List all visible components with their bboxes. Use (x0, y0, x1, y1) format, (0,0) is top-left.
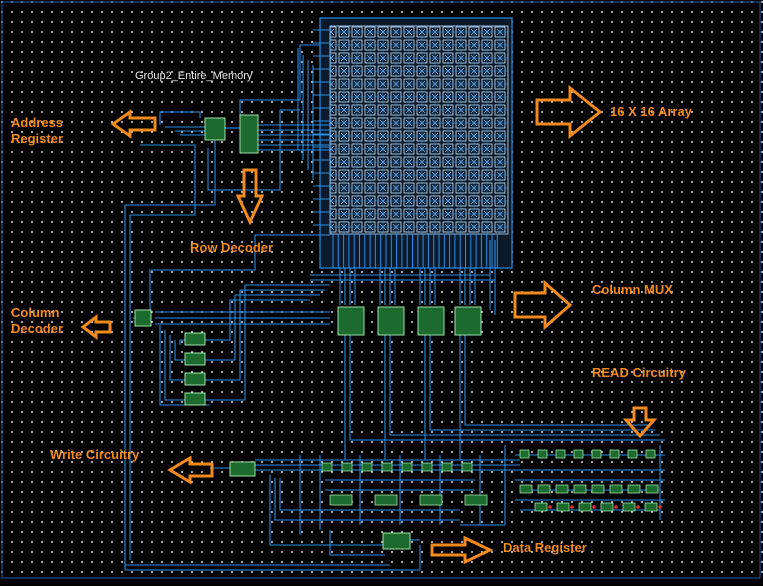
logic-cell (627, 484, 641, 494)
logic-cell (441, 462, 453, 472)
small-cells (321, 449, 662, 512)
address-register-block (204, 117, 226, 141)
output-marker (636, 505, 640, 509)
logic-cell (644, 502, 658, 512)
output-marker (592, 505, 596, 509)
logic-cell (600, 502, 614, 512)
label-address-register: Address Register (11, 115, 64, 146)
diagram-title: Group2_Entire_Memory (135, 70, 253, 82)
logic-cell (381, 462, 393, 472)
logic-cell (622, 502, 636, 512)
logic-cell (645, 484, 659, 494)
logic-cell (556, 502, 570, 512)
logic-cell (461, 462, 473, 472)
logic-cell (537, 449, 548, 459)
logic-cell (573, 484, 587, 494)
logic-cell (609, 484, 623, 494)
logic-cell (573, 449, 584, 459)
data-register-block (382, 532, 411, 550)
logic-cell (419, 494, 443, 506)
row-decoder-block (239, 114, 259, 154)
write-circuitry-block (229, 461, 256, 477)
output-marker (614, 505, 618, 509)
logic-cell (534, 502, 548, 512)
column-decoder-gate (184, 352, 206, 366)
label-read-circuitry: READ Circuitry (592, 365, 686, 380)
logic-cell (329, 494, 353, 506)
logic-blocks (134, 114, 482, 550)
label-column-decoder: Column Decoder (11, 305, 64, 336)
logic-cell (591, 484, 605, 494)
column-mux-block (417, 306, 445, 336)
column-mux-block (337, 306, 365, 336)
label-column-mux: Column MUX (592, 282, 673, 297)
label-data-register: Data Register (503, 540, 587, 555)
wire-layer (124, 44, 665, 571)
logic-cell (341, 462, 353, 472)
logic-cell (519, 449, 530, 459)
logic-cell (645, 449, 656, 459)
logic-cell (421, 462, 433, 472)
logic-cell (361, 462, 373, 472)
output-marker (548, 505, 552, 509)
bitline-bundle (313, 29, 498, 268)
logic-cell (627, 449, 638, 459)
column-decoder-gate (184, 392, 206, 406)
logic-cell (555, 449, 566, 459)
column-mux-block (377, 306, 405, 336)
logic-cell (401, 462, 413, 472)
output-marker (570, 505, 574, 509)
column-mux-block (454, 306, 482, 336)
logic-cell (374, 494, 398, 506)
logic-cell (555, 484, 569, 494)
label-array: 16 X 16 Array (610, 104, 692, 119)
logic-cell (591, 449, 602, 459)
logic-cell (321, 462, 333, 472)
logic-cell (464, 494, 488, 506)
column-decoder-block (134, 309, 152, 327)
label-row-decoder: Row Decoder (190, 240, 274, 255)
logic-cell (537, 484, 551, 494)
logic-cell (609, 449, 620, 459)
memory-array-16x16 (313, 17, 513, 269)
output-marker (658, 505, 662, 509)
column-decoder-gate (184, 372, 206, 386)
logic-cell (578, 502, 592, 512)
label-write-circuitry: Write Circuitry (50, 447, 140, 462)
logic-cell (519, 484, 533, 494)
column-decoder-gate (184, 332, 206, 346)
